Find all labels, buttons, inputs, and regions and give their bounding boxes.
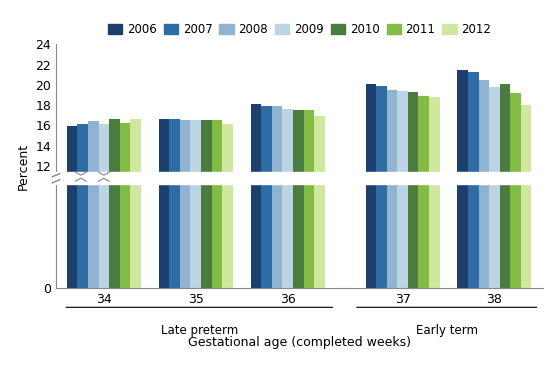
Bar <box>293 110 304 288</box>
Bar <box>158 119 169 288</box>
Bar <box>282 109 293 288</box>
Bar <box>67 127 77 288</box>
Bar <box>376 86 387 288</box>
Bar <box>56 172 543 184</box>
Bar <box>304 110 314 288</box>
Bar <box>510 93 521 288</box>
Bar <box>500 84 510 288</box>
Legend: 2006, 2007, 2008, 2009, 2010, 2011, 2012: 2006, 2007, 2008, 2009, 2010, 2011, 2012 <box>104 18 496 41</box>
Bar <box>418 96 429 288</box>
Y-axis label: Percent: Percent <box>17 142 30 190</box>
Bar <box>521 105 531 288</box>
Bar <box>109 119 120 288</box>
Bar <box>314 116 325 288</box>
Text: Late preterm: Late preterm <box>161 324 238 337</box>
Bar <box>489 87 500 288</box>
X-axis label: Gestational age (completed weeks): Gestational age (completed weeks) <box>188 336 411 349</box>
Bar <box>261 106 272 288</box>
Bar <box>387 90 397 288</box>
Bar <box>408 92 418 288</box>
Bar <box>99 124 109 288</box>
Bar <box>458 70 468 288</box>
Bar <box>251 104 261 288</box>
Bar <box>212 120 222 288</box>
Bar <box>169 119 180 288</box>
Bar <box>201 120 212 288</box>
Bar <box>397 91 408 288</box>
Bar <box>88 121 99 288</box>
Text: Early term: Early term <box>416 324 478 337</box>
Bar <box>479 80 489 288</box>
Bar <box>272 106 282 288</box>
Bar <box>120 123 130 288</box>
Bar <box>190 120 201 288</box>
Bar <box>77 124 88 288</box>
Bar <box>468 72 479 288</box>
Bar <box>222 124 233 288</box>
Bar <box>429 97 440 288</box>
Bar <box>130 119 141 288</box>
Bar <box>366 84 376 288</box>
Bar <box>180 120 190 288</box>
